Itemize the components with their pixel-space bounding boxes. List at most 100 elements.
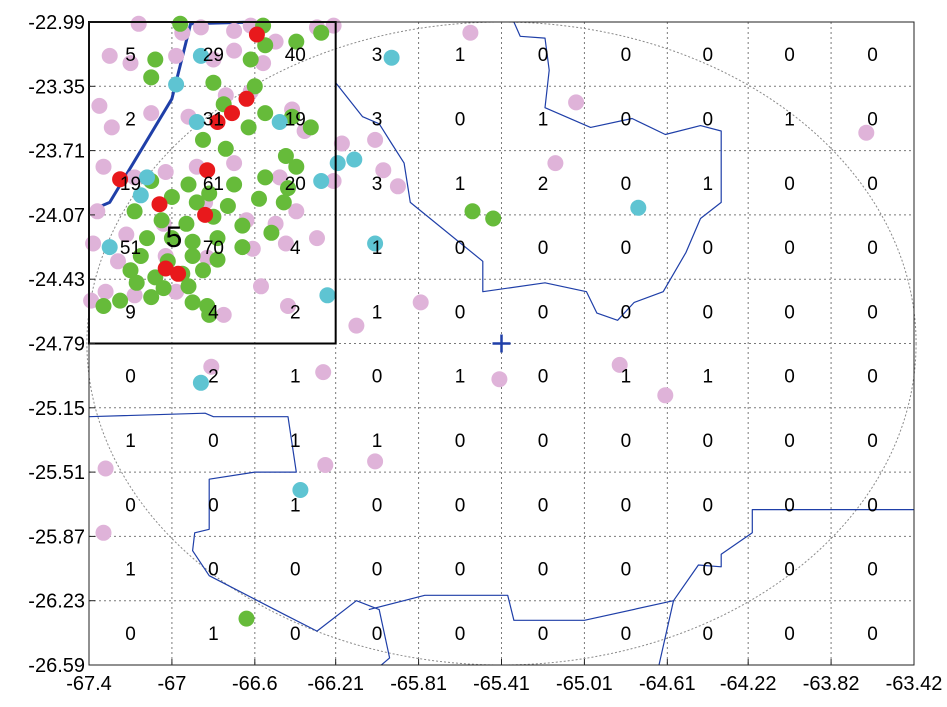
data-point-pink <box>277 235 294 252</box>
cell-count-label: 9 <box>125 302 136 323</box>
data-point-green <box>172 15 189 32</box>
data-point-green <box>143 69 160 86</box>
data-point-green <box>263 224 280 241</box>
data-point-green <box>280 180 296 197</box>
cell-count-label: 0 <box>867 302 878 323</box>
cell-count-label: 0 <box>538 302 549 323</box>
data-point-red <box>224 105 240 122</box>
cell-count-label: 0 <box>538 560 549 581</box>
cell-count-label: 29 <box>203 45 224 66</box>
cell-count-label: 0 <box>867 431 878 452</box>
cell-count-label: 0 <box>538 367 549 388</box>
data-point-pink <box>253 278 269 295</box>
data-point-pink <box>315 364 332 381</box>
cell-count-label: 0 <box>867 45 878 66</box>
data-point-pink <box>367 131 384 148</box>
cell-count-label: 0 <box>125 495 136 516</box>
cell-count-label: 3 <box>372 45 383 66</box>
data-point-pink <box>97 283 114 300</box>
data-point-cyan <box>346 151 363 168</box>
data-point-pink <box>367 453 384 470</box>
data-point-green <box>201 306 218 323</box>
data-point-pink <box>389 178 406 195</box>
y-tick-label: -24.07 <box>28 205 85 227</box>
data-point-cyan <box>271 114 288 130</box>
data-point-red <box>209 114 226 130</box>
data-point-green <box>288 33 305 50</box>
data-point-pink <box>215 306 232 323</box>
data-point-pink <box>101 47 118 64</box>
cell-count-label: 1 <box>372 302 383 323</box>
data-point-cyan <box>139 169 155 186</box>
cell-count-label: 0 <box>208 495 219 516</box>
data-point-pink <box>547 155 564 172</box>
cell-count-label: 2 <box>290 302 301 323</box>
data-point-pink <box>317 457 334 473</box>
data-point-pink <box>103 119 120 136</box>
cell-count-label: 3 <box>372 110 383 131</box>
cell-count-label: 0 <box>621 560 632 581</box>
data-point-green <box>184 248 201 264</box>
cell-count-label: 0 <box>621 45 632 66</box>
data-point-green <box>209 251 226 268</box>
cell-count-label: 1 <box>208 624 219 645</box>
data-point-green <box>195 131 211 148</box>
x-tick-label: -67 <box>157 673 186 695</box>
cell-count-label: 0 <box>372 624 383 645</box>
cell-count-label: 31 <box>203 110 224 131</box>
data-point-pink <box>95 524 112 541</box>
cell-count-label: 40 <box>285 45 306 66</box>
data-point-green <box>234 239 251 256</box>
cell-count-label: 0 <box>290 560 301 581</box>
data-point-green <box>313 24 330 41</box>
x-tick-label: -63.82 <box>803 673 860 695</box>
cell-count-label: 0 <box>703 238 714 259</box>
data-point-cyan <box>367 235 384 252</box>
data-point-pink <box>333 135 350 152</box>
data-point-green <box>242 51 259 68</box>
cell-count-label: 0 <box>621 110 632 131</box>
x-tick-label: -67.4 <box>66 673 112 695</box>
data-point-red <box>170 265 187 282</box>
data-point-green <box>132 248 149 264</box>
cell-counts: 5 29 40 3 1 0 0 0 0 02 31 19 3 0 1 0 0 1 019 61 20 3 1 2 0 1 0 051 7… <box>120 45 878 645</box>
data-point-red <box>238 90 255 107</box>
cell-count-label: 0 <box>621 431 632 452</box>
data-point-pink <box>325 173 342 189</box>
data-point-pink <box>126 169 143 186</box>
cell-count-label: 20 <box>285 174 306 195</box>
data-point-pink <box>97 460 114 477</box>
data-point-green <box>246 78 263 95</box>
cell-count-label: 0 <box>867 174 878 195</box>
x-tick-label: -64.61 <box>639 673 696 695</box>
boundary-lines <box>88 20 914 666</box>
data-point-green <box>95 298 112 314</box>
cell-count-label: 0 <box>538 238 549 259</box>
x-tick-label: -64.22 <box>720 673 777 695</box>
cell-count-label: 1 <box>703 367 714 388</box>
data-point-pink <box>85 235 102 252</box>
cell-count-label: 0 <box>784 174 795 195</box>
cell-count-label: 0 <box>208 560 219 581</box>
data-point-pink <box>118 226 135 243</box>
x-tick-label: -66.21 <box>307 673 364 695</box>
cell-count-label: 0 <box>621 624 632 645</box>
cell-count-label: 1 <box>703 174 714 195</box>
y-tick-label: -25.87 <box>28 526 85 548</box>
y-tick-label: -26.59 <box>28 655 85 677</box>
data-point-green <box>257 169 274 186</box>
cell-count-label: 0 <box>290 624 301 645</box>
data-point-green <box>195 262 211 279</box>
cell-count-label: 0 <box>621 238 632 259</box>
cell-count-label: 1 <box>125 560 136 581</box>
data-point-pink <box>226 22 243 39</box>
data-point-pink <box>288 203 305 220</box>
cell-count-label: 0 <box>784 431 795 452</box>
y-tick-label: -25.15 <box>28 398 85 420</box>
data-point-pink <box>122 55 139 72</box>
cell-count-label: 0 <box>208 431 219 452</box>
data-point-pink <box>83 292 100 309</box>
data-point-pink <box>95 158 112 175</box>
cell-count-label: 1 <box>290 431 301 452</box>
